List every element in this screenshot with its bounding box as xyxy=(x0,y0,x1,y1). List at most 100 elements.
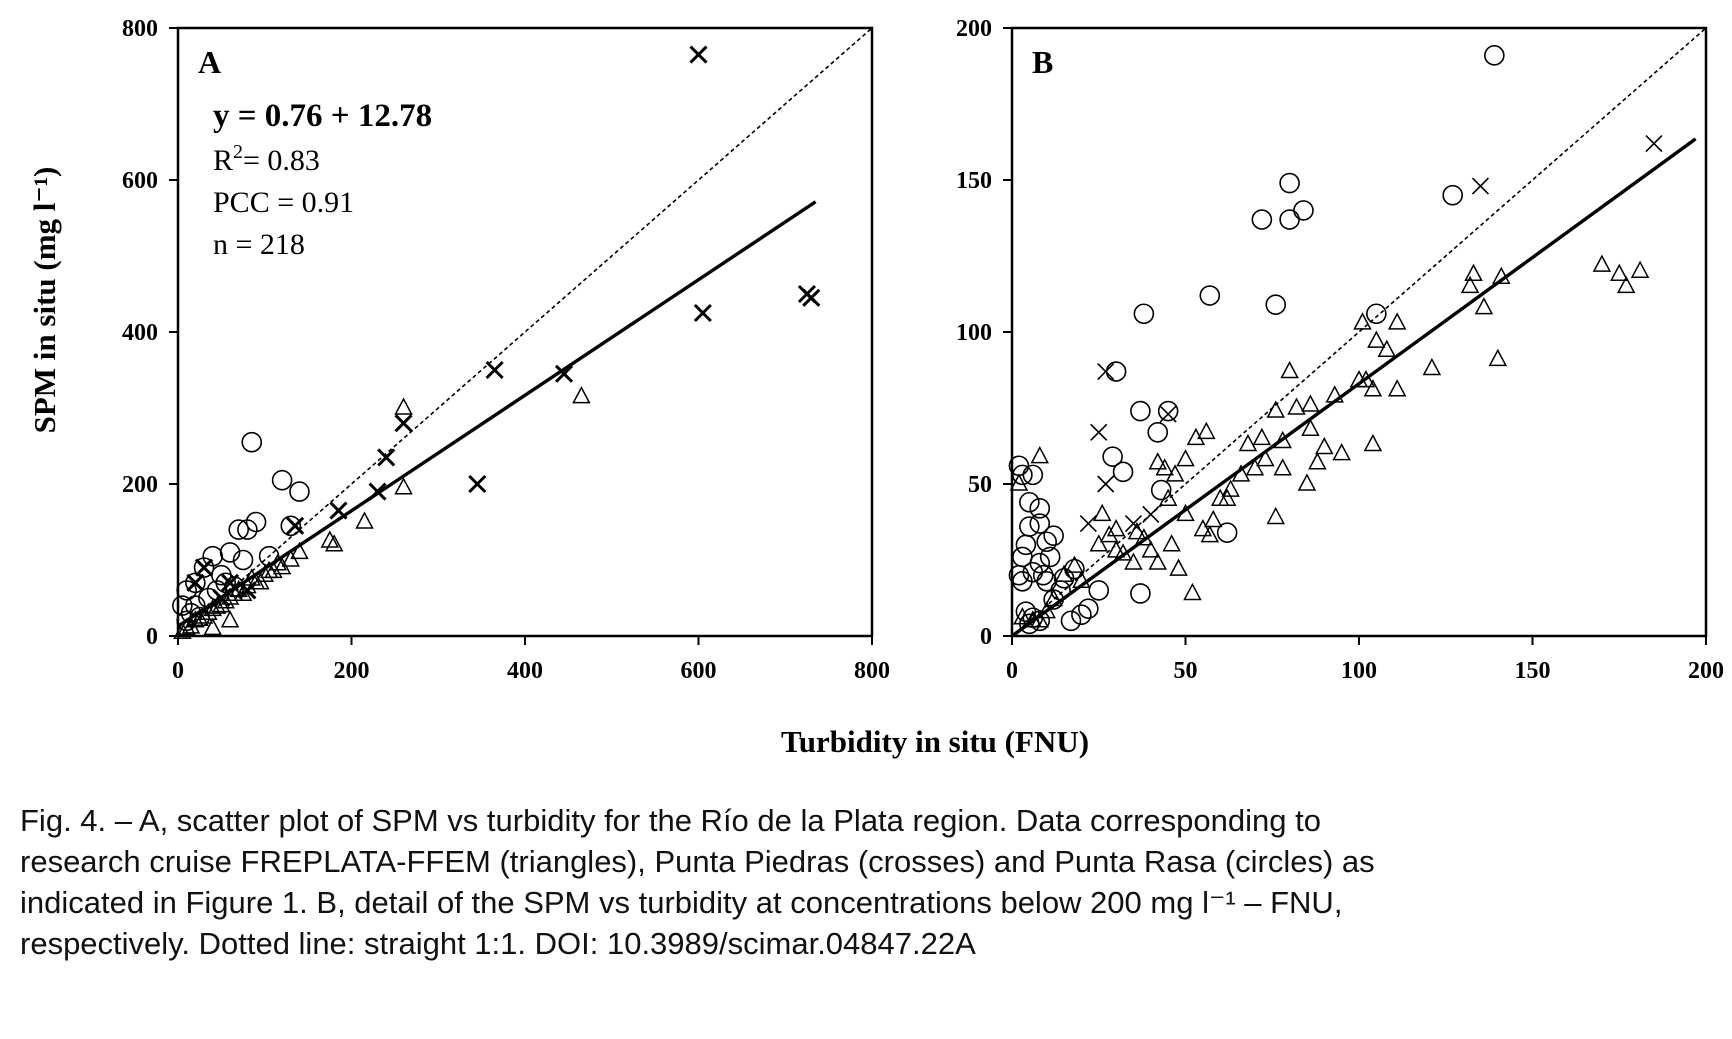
x-tick-label: 600 xyxy=(681,658,717,684)
triangle-point xyxy=(1332,443,1351,461)
triangle-point xyxy=(1124,552,1143,570)
triangle-point xyxy=(290,541,309,560)
circle-point xyxy=(1279,209,1300,230)
triangle-point xyxy=(251,572,270,590)
circle-point xyxy=(271,469,293,491)
cross-point xyxy=(1471,177,1490,195)
triangle-point xyxy=(1488,348,1508,367)
circle-point xyxy=(1022,464,1044,486)
circle-point xyxy=(1060,610,1082,632)
triangle-point xyxy=(1422,357,1442,376)
circle-point xyxy=(1050,580,1071,601)
y-tick-label: 0 xyxy=(980,624,992,650)
caption-line: Fig. 4. – A, scatter plot of SPM vs turb… xyxy=(20,803,1321,838)
y-tick-label: 50 xyxy=(968,472,992,498)
triangle-point xyxy=(242,568,261,586)
triangle-point xyxy=(1089,534,1108,552)
triangle-point xyxy=(1072,570,1091,589)
r-squared-label: R2= 0.83 xyxy=(213,141,320,177)
triangle-point xyxy=(177,617,196,636)
triangle-point xyxy=(1610,263,1629,281)
triangle-point xyxy=(1315,436,1334,455)
circle-point xyxy=(1442,184,1463,206)
y-tick-label: 100 xyxy=(956,320,992,346)
triangle-point xyxy=(212,595,231,613)
panel-label: B xyxy=(1032,44,1053,80)
r-squared-exponent: 2 xyxy=(233,141,243,163)
triangle-point xyxy=(1141,540,1161,558)
cross-point xyxy=(1097,362,1115,381)
cross-point xyxy=(186,573,205,592)
y-tick-label: 800 xyxy=(122,16,158,42)
n-label: n = 218 xyxy=(213,228,305,261)
circle-point xyxy=(1064,558,1085,580)
caption-line: indicated in Figure 1. B, detail of the … xyxy=(20,885,1343,920)
x-tick-label: 0 xyxy=(1006,658,1018,684)
triangle-point xyxy=(1592,254,1612,272)
circle-point xyxy=(1366,303,1387,325)
triangle-point xyxy=(1301,418,1320,437)
triangle-point xyxy=(1162,534,1181,552)
circle-point xyxy=(1279,172,1300,194)
y-tick-label: 600 xyxy=(122,168,158,194)
triangle-point xyxy=(1363,433,1383,452)
triangle-point xyxy=(1238,433,1258,452)
x-tick-label: 100 xyxy=(1341,658,1377,684)
triangle-point xyxy=(203,617,222,636)
circle-point xyxy=(237,519,258,540)
y-tick-label: 400 xyxy=(122,320,158,346)
circle-point xyxy=(219,542,241,563)
circle-point xyxy=(1147,422,1169,443)
circle-point xyxy=(241,431,263,453)
triangle-point xyxy=(324,534,344,552)
circle-point xyxy=(1036,531,1057,553)
triangle-point xyxy=(1030,446,1050,464)
x-tick-label: 50 xyxy=(1174,658,1198,684)
circle-point xyxy=(280,515,302,537)
y-tick-label: 200 xyxy=(122,472,158,498)
triangle-point xyxy=(1037,601,1056,619)
triangle-point xyxy=(1273,458,1292,476)
triangle-point xyxy=(1127,522,1147,540)
circle-point xyxy=(1199,285,1221,306)
caption-line: respectively. Dotted line: straight 1:1.… xyxy=(20,926,976,961)
circle-point xyxy=(1251,209,1273,230)
triangle-point xyxy=(272,557,292,575)
triangle-point xyxy=(1186,427,1206,446)
circle-point xyxy=(185,595,206,616)
triangle-point xyxy=(1221,479,1240,497)
circle-point xyxy=(1032,564,1054,586)
triangle-point xyxy=(572,386,591,404)
triangle-point xyxy=(1176,449,1195,467)
regression-line xyxy=(1011,137,1697,638)
triangle-point xyxy=(1301,394,1320,412)
triangle-point xyxy=(1325,385,1344,403)
triangle-point xyxy=(1044,588,1063,607)
cross-point xyxy=(1079,514,1097,533)
x-tick-label: 800 xyxy=(854,658,890,684)
triangle-point xyxy=(1065,555,1084,573)
circle-point xyxy=(224,576,245,597)
circle-point xyxy=(1012,570,1033,592)
triangle-point xyxy=(220,610,240,628)
y-tick-label: 0 xyxy=(146,624,158,650)
triangle-point xyxy=(1197,421,1216,440)
triangle-point xyxy=(1176,503,1195,522)
triangle-point xyxy=(1148,552,1167,570)
cross-point xyxy=(377,448,396,467)
circle-point xyxy=(1102,446,1123,467)
circle-point xyxy=(228,519,250,540)
triangle-point xyxy=(1492,266,1511,285)
triangle-point xyxy=(1266,400,1285,418)
x-tick-label: 0 xyxy=(172,658,184,684)
circle-point xyxy=(1029,552,1051,574)
triangle-point xyxy=(1287,397,1306,415)
y-tick-label: 150 xyxy=(956,168,992,194)
panel-b: 0 50 100 150 200 0 50 100 150 200 B xyxy=(956,16,1724,684)
circle-point xyxy=(1015,601,1037,622)
cross-point xyxy=(689,45,708,64)
triangle-point xyxy=(1297,473,1317,491)
triangle-point xyxy=(233,583,253,601)
triangle-point xyxy=(1245,458,1265,476)
